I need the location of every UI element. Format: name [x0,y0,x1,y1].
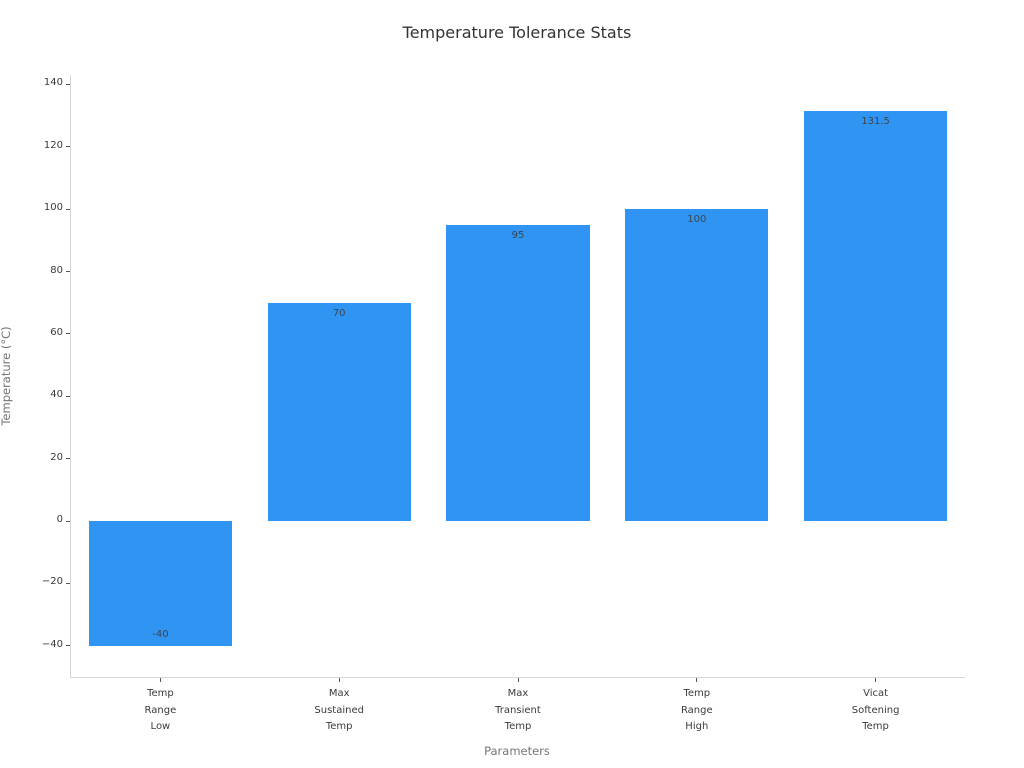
chart-title: Temperature Tolerance Stats [402,23,632,42]
bar [625,209,769,522]
y-tick-mark [66,208,70,210]
x-tick-mark [159,678,161,682]
bar-value-label: -40 [152,628,169,640]
x-tick-label: Temp Range Low [144,688,177,732]
y-tick-mark [66,271,70,272]
y-tick-mark [66,582,70,584]
y-tick-label: −20 [41,576,63,588]
y-tick-label: 120 [43,139,63,151]
x-tick-label: Max Transient Temp [495,688,541,732]
x-tick-label: Max Sustained Temp [314,688,364,732]
y-tick-mark [66,458,70,460]
y-tick-label: −40 [41,638,63,650]
bar-value-label: 131.5 [861,115,890,127]
bar [804,110,948,522]
x-tick-mark [517,678,519,682]
bar [267,302,411,522]
x-tick-label: Temp Range High [680,688,713,732]
bar [88,521,232,646]
y-tick-mark [66,83,70,85]
y-tick-mark [66,520,70,522]
bar-value-label: 95 [511,229,525,241]
y-tick-mark [66,333,70,335]
y-tick-mark [66,645,70,647]
y-tick-mark [66,395,70,397]
x-axis-title: Parameters [484,744,550,758]
y-tick-label: 40 [50,389,63,401]
y-tick-label: 140 [43,77,63,89]
x-tick-mark [696,678,698,682]
y-tick-label: 100 [43,202,63,214]
y-tick-label: 80 [50,264,63,276]
x-tick-mark [338,678,340,682]
x-tick-label: Vicat Softening Temp [851,688,900,732]
y-tick-label: 0 [56,514,63,526]
bar-value-label: 100 [687,214,707,226]
x-tick-mark [875,678,877,682]
y-tick-mark [66,146,70,148]
y-tick-label: 20 [50,451,63,463]
bar-value-label: 70 [332,307,346,319]
y-tick-label: 60 [50,326,63,338]
plot-area: −40 −20 0 20 40 60 80 100 120 140 -40 Temp Range Lo… [42,75,965,732]
bar [446,224,590,522]
